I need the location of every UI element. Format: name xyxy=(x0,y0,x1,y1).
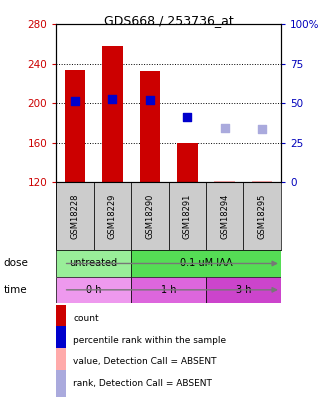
Text: GSM18294: GSM18294 xyxy=(220,194,229,239)
Bar xyxy=(131,277,206,303)
Point xyxy=(110,96,115,103)
Point xyxy=(260,126,265,132)
Bar xyxy=(94,183,131,250)
Bar xyxy=(169,183,206,250)
Bar xyxy=(56,305,66,332)
Bar xyxy=(56,348,66,375)
Text: GSM18228: GSM18228 xyxy=(70,194,79,239)
Bar xyxy=(206,183,243,250)
Text: dose: dose xyxy=(3,258,28,269)
Bar xyxy=(56,250,131,277)
Point xyxy=(185,114,190,120)
Bar xyxy=(131,183,169,250)
Bar xyxy=(56,277,131,303)
Text: 0 h: 0 h xyxy=(86,285,101,295)
Text: 3 h: 3 h xyxy=(236,285,251,295)
Bar xyxy=(214,181,235,183)
Text: 1 h: 1 h xyxy=(161,285,176,295)
Text: rank, Detection Call = ABSENT: rank, Detection Call = ABSENT xyxy=(73,379,212,388)
Text: 0.1 uM IAA: 0.1 uM IAA xyxy=(180,258,232,269)
Text: GSM18290: GSM18290 xyxy=(145,194,154,239)
Text: GDS668 / 253736_at: GDS668 / 253736_at xyxy=(104,14,233,27)
Bar xyxy=(102,46,123,183)
Bar xyxy=(65,70,85,183)
Point xyxy=(72,98,77,104)
Bar xyxy=(243,183,281,250)
Text: percentile rank within the sample: percentile rank within the sample xyxy=(73,335,226,345)
Point xyxy=(222,125,227,131)
Text: GSM18291: GSM18291 xyxy=(183,194,192,239)
Text: value, Detection Call = ABSENT: value, Detection Call = ABSENT xyxy=(73,357,217,366)
Text: count: count xyxy=(73,314,99,323)
Bar xyxy=(131,250,281,277)
Text: GSM18229: GSM18229 xyxy=(108,194,117,239)
Bar xyxy=(56,183,94,250)
Text: untreated: untreated xyxy=(70,258,118,269)
Bar xyxy=(252,181,273,183)
Bar xyxy=(56,326,66,354)
Bar xyxy=(206,277,281,303)
Bar xyxy=(56,370,66,397)
Bar xyxy=(140,71,160,183)
Text: GSM18295: GSM18295 xyxy=(258,194,267,239)
Point xyxy=(147,97,152,104)
Bar xyxy=(177,143,197,183)
Text: time: time xyxy=(3,285,27,295)
